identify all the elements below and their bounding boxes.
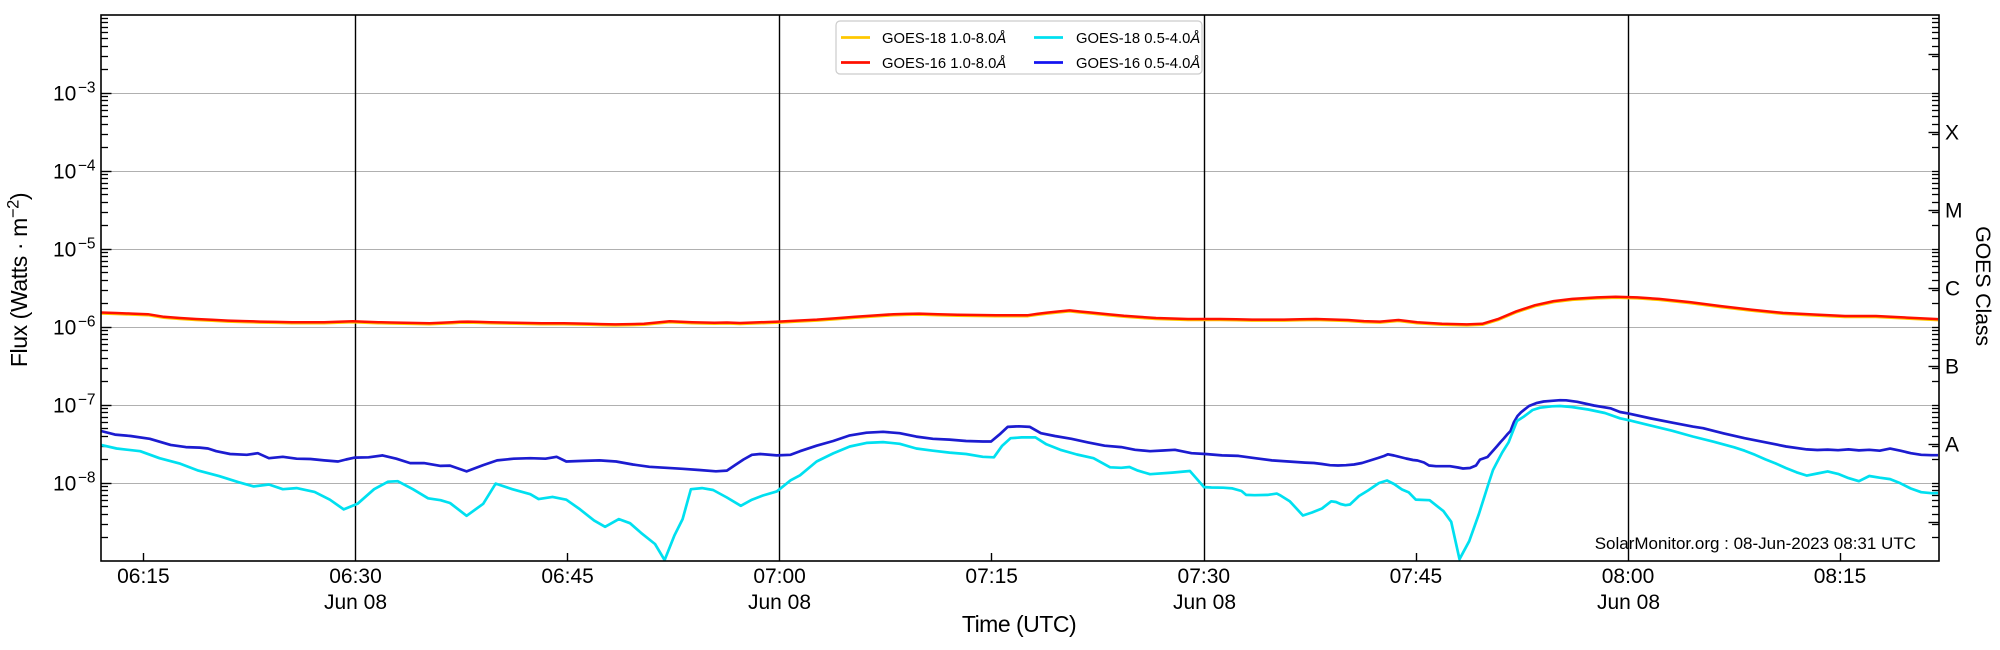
svg-text:Jun 08: Jun 08 bbox=[1597, 591, 1660, 614]
svg-text:GOES-16 1.0-8.0Å: GOES-16 1.0-8.0Å bbox=[882, 55, 1006, 72]
svg-text:08:00: 08:00 bbox=[1602, 565, 1655, 588]
svg-text:08:15: 08:15 bbox=[1814, 565, 1867, 588]
svg-text:06:45: 06:45 bbox=[541, 565, 594, 588]
svg-text:X: X bbox=[1945, 122, 1959, 145]
svg-text:07:45: 07:45 bbox=[1390, 565, 1443, 588]
svg-text:10−7: 10−7 bbox=[53, 392, 96, 418]
svg-text:06:15: 06:15 bbox=[117, 565, 170, 588]
svg-text:07:00: 07:00 bbox=[753, 565, 806, 588]
svg-text:10−8: 10−8 bbox=[53, 470, 96, 496]
svg-text:Jun 08: Jun 08 bbox=[1173, 591, 1236, 614]
svg-text:Jun 08: Jun 08 bbox=[748, 591, 811, 614]
svg-text:C: C bbox=[1945, 278, 1960, 301]
svg-text:GOES-18 0.5-4.0Å: GOES-18 0.5-4.0Å bbox=[1076, 30, 1200, 47]
svg-text:B: B bbox=[1945, 356, 1959, 379]
svg-text:A: A bbox=[1945, 434, 1959, 457]
svg-text:SolarMonitor.org : 08-Jun-2023: SolarMonitor.org : 08-Jun-2023 08:31 UTC bbox=[1595, 534, 1916, 553]
svg-text:10−6: 10−6 bbox=[53, 314, 96, 340]
svg-text:GOES-18 1.0-8.0Å: GOES-18 1.0-8.0Å bbox=[882, 30, 1006, 47]
svg-text:M: M bbox=[1945, 200, 1963, 223]
svg-text:07:30: 07:30 bbox=[1178, 565, 1231, 588]
svg-text:10−3: 10−3 bbox=[53, 80, 96, 106]
svg-text:Flux (Watts · m−2): Flux (Watts · m−2) bbox=[5, 193, 33, 367]
svg-text:10−4: 10−4 bbox=[53, 158, 96, 184]
svg-text:GOES-16 0.5-4.0Å: GOES-16 0.5-4.0Å bbox=[1076, 55, 1200, 72]
svg-text:10−5: 10−5 bbox=[53, 236, 96, 262]
svg-text:Time (UTC): Time (UTC) bbox=[962, 611, 1076, 637]
svg-text:Jun 08: Jun 08 bbox=[324, 591, 387, 614]
svg-text:07:15: 07:15 bbox=[965, 565, 1018, 588]
svg-text:06:30: 06:30 bbox=[329, 565, 382, 588]
svg-text:GOES Class: GOES Class bbox=[1971, 226, 1995, 346]
